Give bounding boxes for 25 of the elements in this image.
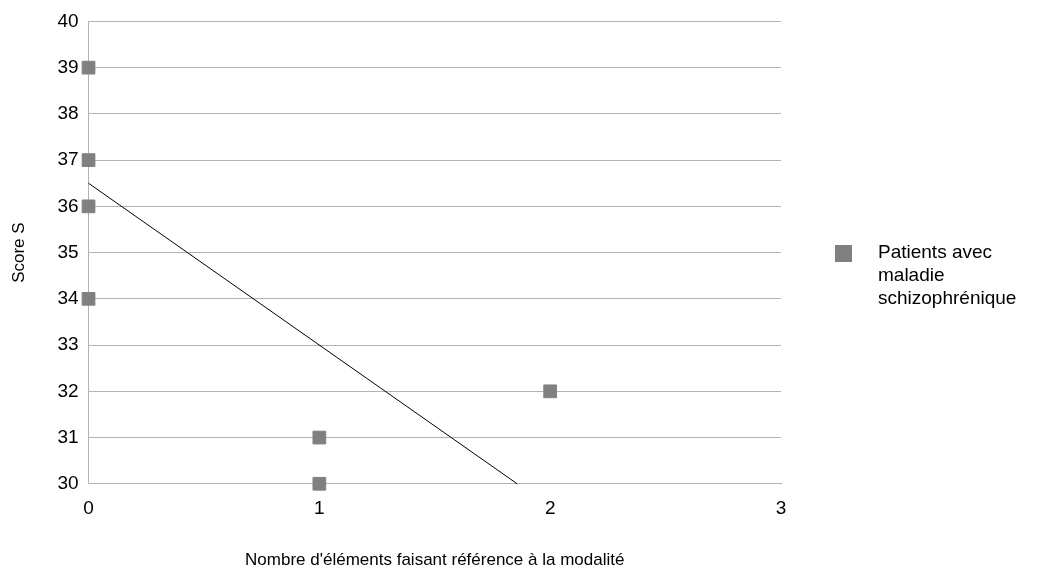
point xyxy=(543,384,558,399)
point xyxy=(312,476,327,491)
x-tick-label: 2 xyxy=(544,497,556,519)
point xyxy=(312,430,327,445)
y-tick-label: 35 xyxy=(57,240,79,262)
y-axis-title: Score S xyxy=(8,222,28,283)
legend-label: Patients avec maladie schizophrénique xyxy=(878,240,1018,309)
x-axis-title: Nombre d'éléments faisant référence à la modalité xyxy=(245,550,625,570)
y-tick-label: 32 xyxy=(57,379,79,401)
y-tick-label: 37 xyxy=(57,148,79,170)
x-tick-label: 3 xyxy=(775,497,787,519)
y-tick-label: 33 xyxy=(57,333,79,355)
point xyxy=(81,153,96,167)
y-tick-label: 31 xyxy=(57,425,79,447)
y-tick-label: 30 xyxy=(57,472,79,494)
y-tick-label: 38 xyxy=(57,102,79,124)
y-tick-label: 34 xyxy=(57,287,79,309)
point xyxy=(81,199,96,214)
y-tick-label: 39 xyxy=(57,55,79,77)
x-tick-label: 0 xyxy=(83,497,94,519)
y-tick-label: 36 xyxy=(57,194,79,216)
y-tick-label: 40 xyxy=(57,9,79,31)
x-tick-label: 1 xyxy=(314,497,325,519)
point xyxy=(81,291,96,306)
point xyxy=(81,60,96,75)
